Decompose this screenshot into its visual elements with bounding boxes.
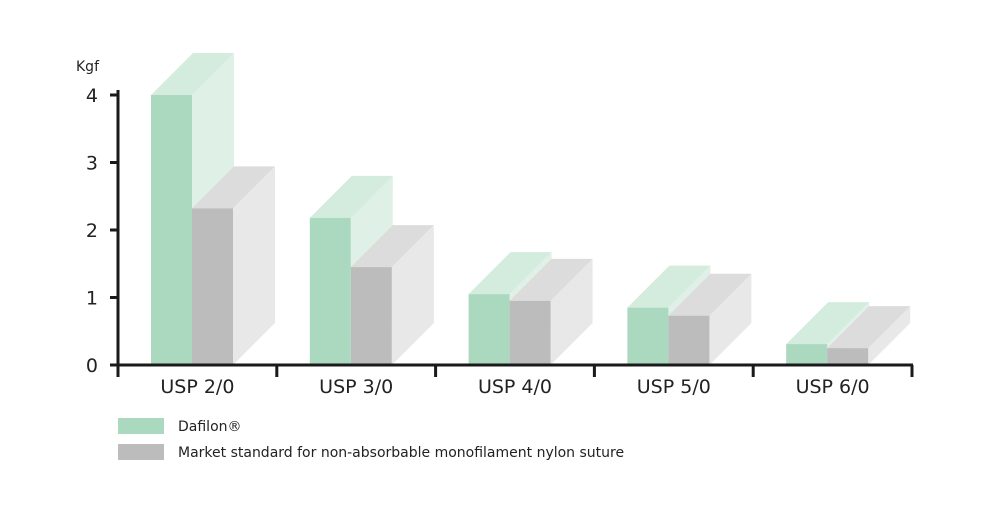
y-tick-label: 1 (86, 288, 98, 310)
bar-side (709, 273, 752, 365)
bar-top (192, 166, 275, 209)
bar-front (309, 217, 351, 365)
bar-top (151, 53, 234, 95)
bar-side (391, 225, 434, 365)
legend-swatch (118, 418, 164, 434)
axes: 0 1 2 3 4 USP 2/0 USP 3/0 USP 4/0 USP 5/0 USP 6/0 (86, 85, 914, 398)
bar-top (509, 258, 593, 301)
bar-top (827, 306, 911, 349)
bar-market-2 (509, 258, 593, 365)
x-tick-label: USP 6/0 (796, 376, 870, 398)
bar-front (192, 208, 233, 365)
bar-side (868, 306, 911, 365)
bar-top (309, 175, 393, 218)
legend-swatch (118, 444, 164, 460)
y-tick-label: 4 (86, 85, 98, 107)
x-tick-label: USP 4/0 (478, 376, 552, 398)
x-tick-label: USP 2/0 (160, 376, 234, 398)
bar-front (151, 95, 192, 365)
legend-label: Market standard for non-absorbable monof… (178, 445, 624, 461)
bar-front (350, 267, 392, 365)
bar-front (627, 307, 669, 365)
legend-item: Dafilon® (118, 418, 242, 435)
bars (151, 53, 911, 365)
bar-market-1 (350, 225, 434, 365)
bar-market-4 (827, 306, 911, 365)
bar-top (668, 273, 752, 316)
legend-label: Dafilon® (178, 419, 242, 435)
y-tick-label: 2 (86, 220, 98, 242)
bar-front (468, 294, 510, 365)
bar-top (350, 225, 434, 268)
bar-top (627, 265, 711, 308)
bar-top (786, 302, 870, 345)
bar-side (233, 166, 275, 365)
bar-front (786, 344, 828, 365)
legend-item: Market standard for non-absorbable monof… (118, 444, 624, 461)
bar-top (468, 252, 552, 295)
legend: Dafilon® Market standard for non-absorbab… (118, 418, 624, 461)
y-tick-label: 3 (86, 153, 98, 175)
bar-front (668, 315, 710, 365)
x-tick-label: USP 3/0 (319, 376, 393, 398)
y-tick-label: 0 (86, 355, 98, 377)
bar-market-0 (192, 166, 275, 365)
bar-front (509, 300, 551, 365)
x-tick-label: USP 5/0 (637, 376, 711, 398)
bar-front (827, 348, 869, 365)
bar-side (550, 258, 593, 365)
y-unit-label: Kgf (76, 59, 100, 75)
bar-market-3 (668, 273, 752, 365)
